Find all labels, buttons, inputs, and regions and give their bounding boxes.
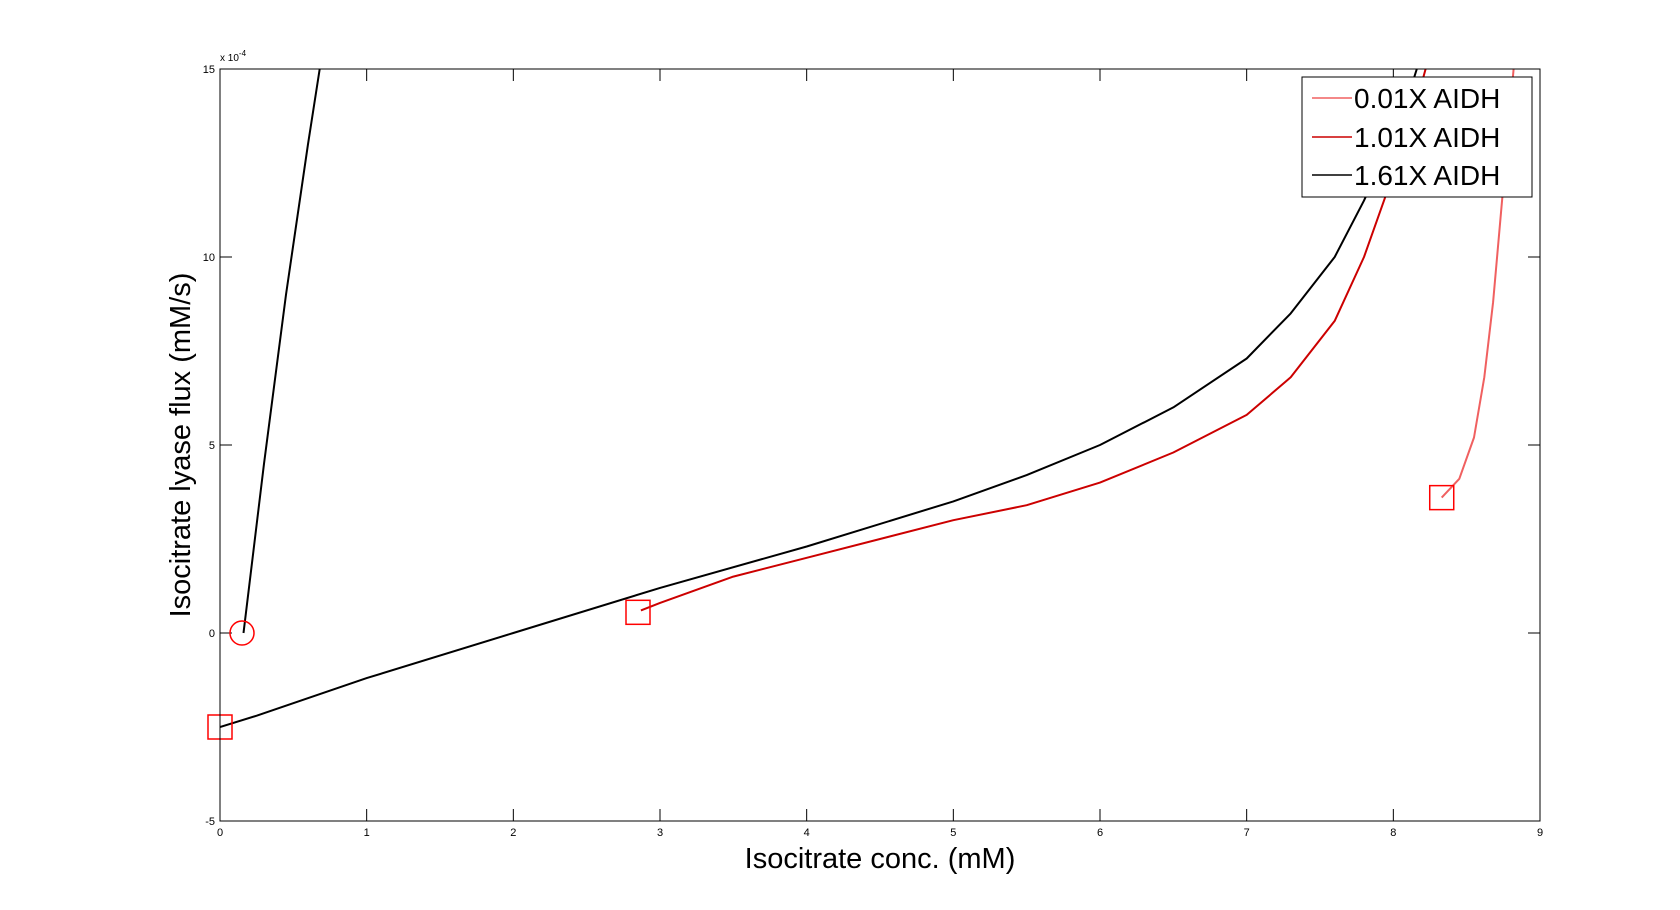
y-tick-label: 15 (203, 64, 215, 76)
legend: 0.01X AIDH 1.01X AIDH 1.61X AIDH (1301, 76, 1533, 198)
legend-box (1301, 76, 1533, 198)
y-tick-label: 10 (203, 252, 215, 264)
x-tick-label: 0 (217, 827, 223, 839)
square-marker (625, 599, 651, 626)
x-tick-label: 7 (1244, 827, 1250, 839)
y-exponent-power: -4 (239, 49, 247, 58)
axes-frame (219, 68, 1541, 822)
y-tick-label: -5 (205, 816, 215, 828)
x-tick-label: 5 (950, 827, 956, 839)
legend-label-1: 1.01X AIDH (1354, 122, 1500, 153)
y-axis-title: Isocitrate lyase flux (mM/s) (165, 273, 197, 618)
x-tick-label: 3 (657, 827, 663, 839)
legend-label-0: 0.01X AIDH (1354, 83, 1500, 114)
x-tick-label: 9 (1537, 827, 1543, 839)
legend-label-2: 1.61X AIDH (1354, 160, 1500, 191)
series-line-3 (242, 69, 321, 634)
y-tick-label: 0 (209, 628, 215, 640)
x-axis-title: Isocitrate conc. (mM) (745, 843, 1016, 875)
x-tick-label: 4 (804, 827, 810, 839)
x-tick-label: 8 (1390, 827, 1396, 839)
y-tick-label: 5 (209, 440, 215, 452)
x-tick-label: 1 (364, 827, 370, 839)
x-tick-label: 6 (1097, 827, 1103, 839)
y-exponent-base: x 10 (220, 53, 239, 64)
square-marker (1428, 484, 1455, 511)
series-line-1 (640, 69, 1427, 612)
circle-marker (229, 620, 255, 646)
x-tick-label: 2 (510, 827, 516, 839)
y-exponent-label: x 10-4 (220, 49, 247, 64)
